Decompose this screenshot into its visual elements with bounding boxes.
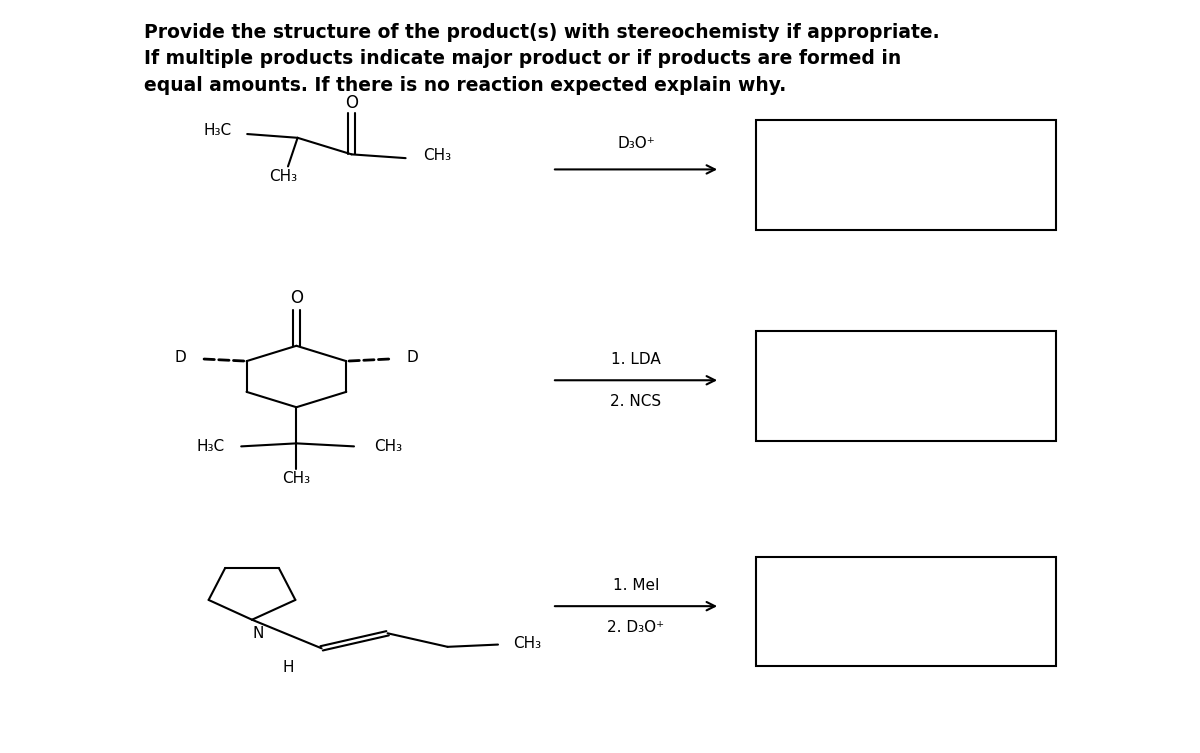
Text: CH₃: CH₃ xyxy=(269,169,298,184)
Bar xyxy=(756,557,1056,666)
Text: 1. MeI: 1. MeI xyxy=(613,578,659,593)
Text: O: O xyxy=(346,94,358,112)
Bar xyxy=(756,331,1056,441)
Text: CH₃: CH₃ xyxy=(282,471,311,486)
Text: H₃C: H₃C xyxy=(204,123,232,138)
Text: D: D xyxy=(175,350,186,365)
Bar xyxy=(756,120,1056,230)
Text: 2. NCS: 2. NCS xyxy=(611,394,661,409)
Text: N: N xyxy=(252,626,264,641)
Text: 1. LDA: 1. LDA xyxy=(611,352,661,367)
Text: Provide the structure of the product(s) with stereochemisty if appropriate.
If m: Provide the structure of the product(s) … xyxy=(144,23,940,95)
Text: O: O xyxy=(290,289,302,307)
Text: H₃C: H₃C xyxy=(197,439,224,454)
Text: CH₃: CH₃ xyxy=(424,148,451,163)
Text: D: D xyxy=(407,350,418,365)
Text: CH₃: CH₃ xyxy=(374,439,402,454)
Text: 2. D₃O⁺: 2. D₃O⁺ xyxy=(607,620,665,635)
Text: D₃O⁺: D₃O⁺ xyxy=(617,136,655,151)
Text: H: H xyxy=(282,660,294,675)
Text: CH₃: CH₃ xyxy=(514,636,541,651)
